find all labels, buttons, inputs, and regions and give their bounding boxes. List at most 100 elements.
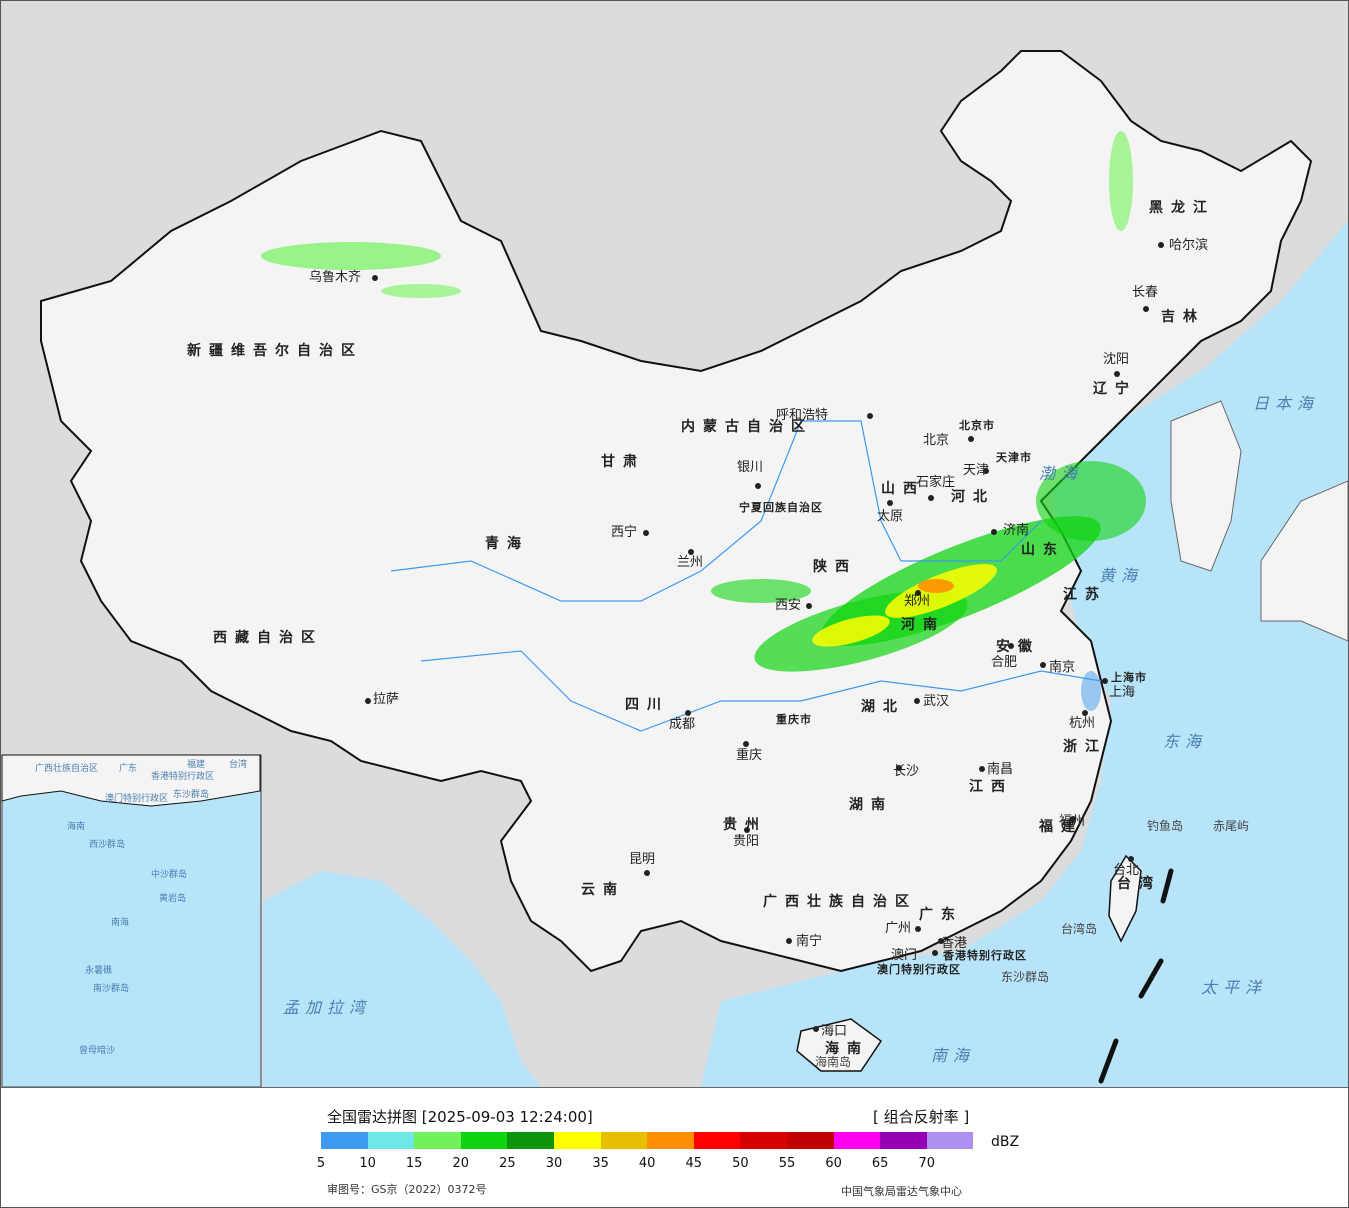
inset-label: 香港特别行政区 <box>151 770 214 782</box>
city-label: 武汉 <box>923 694 949 709</box>
province-label: 安徽 <box>996 638 1040 655</box>
city-dot <box>968 436 974 442</box>
south-china-sea-inset <box>1 754 262 1087</box>
color-swatch-10 <box>786 1132 834 1149</box>
taiwan-island <box>1108 854 1142 943</box>
city-label: 广州 <box>885 921 911 936</box>
city-dot <box>915 926 921 932</box>
province-label: 甘肃 <box>601 453 645 470</box>
echo-xinjiang-1 <box>261 242 441 270</box>
city-label: 天津 <box>963 463 989 478</box>
province-label: 台湾 <box>1117 875 1161 892</box>
inset-label: 福建 <box>187 758 205 770</box>
color-swatch-11 <box>833 1132 881 1149</box>
tick-label: 40 <box>638 1156 656 1171</box>
city-dot <box>1082 710 1088 716</box>
province-label: 吉林 <box>1161 308 1205 325</box>
color-swatch-12 <box>880 1132 927 1149</box>
city-label: 海口 <box>821 1024 847 1039</box>
tick-label: 45 <box>685 1156 703 1171</box>
city-label: 银川 <box>737 460 763 475</box>
color-scale-bar <box>321 1132 974 1149</box>
province-label: 贵州 <box>723 816 767 833</box>
echo-west-band <box>711 579 811 603</box>
city-dot <box>688 549 694 555</box>
province-label: 江西 <box>969 778 1013 795</box>
city-label: 北京 <box>923 433 949 448</box>
province-label: 青海 <box>485 535 529 552</box>
city-dot <box>1008 643 1014 649</box>
city-dot <box>932 950 938 956</box>
sea-label: 孟加拉湾 <box>283 998 371 1017</box>
city-dot <box>983 468 989 474</box>
echo-xinjiang-2 <box>381 284 461 298</box>
province-label: 湖南 <box>849 796 893 813</box>
city-dot <box>979 766 985 772</box>
tick-label: 35 <box>592 1156 609 1171</box>
city-dot <box>867 413 873 419</box>
rivers <box>390 420 1102 732</box>
city-label: 合肥 <box>991 655 1017 670</box>
bay-of-bengal-area <box>263 871 541 1087</box>
inset-label: 澳门特别行政区 <box>105 792 168 804</box>
tick-label: 25 <box>499 1156 516 1171</box>
province-label: 辽宁 <box>1093 380 1137 397</box>
color-swatch-6 <box>600 1132 648 1149</box>
island-label: 钓鱼岛 <box>1147 818 1183 833</box>
tick-label: 30 <box>545 1156 563 1171</box>
city-label: 澳门 <box>891 947 917 963</box>
city-label: 长春 <box>1132 285 1158 300</box>
city-label: 郑州 <box>904 594 930 609</box>
radar-echoes <box>261 131 1146 711</box>
city-label: 重庆 <box>736 747 762 763</box>
inset-label: 东沙群岛 <box>173 788 209 800</box>
city-label: 杭州 <box>1069 716 1095 731</box>
color-swatch-13 <box>926 1132 974 1149</box>
unit-label: dBZ <box>991 1134 1020 1150</box>
city-label: 南宁 <box>796 933 822 949</box>
color-swatch-7 <box>647 1132 694 1149</box>
province-label: 天津市 <box>996 450 1032 464</box>
province-label: 四川 <box>625 697 669 713</box>
color-swatch-0 <box>321 1132 368 1149</box>
province-label: 山西 <box>881 481 925 497</box>
legend-panel: 全国雷达拼图 [2025-09-03 12:24:00] [ 组合反射率 ] d… <box>1 1088 1348 1207</box>
province-label: 湖北 <box>861 699 905 715</box>
city-dot <box>1040 662 1046 668</box>
inset-label: 中沙群岛 <box>151 868 187 880</box>
legend-title: 全国雷达拼图 [2025-09-03 12:24:00] <box>327 1108 593 1126</box>
japan-islands <box>1260 480 1348 642</box>
city-dot <box>1070 816 1076 822</box>
echo-northeast <box>1109 131 1133 231</box>
hainan-island <box>796 1018 883 1072</box>
color-swatch-3 <box>460 1132 508 1149</box>
city-label: 香港 <box>941 936 967 951</box>
city-label: 南昌 <box>987 761 1013 777</box>
tick-label: 65 <box>871 1156 889 1171</box>
province-label: 新疆维吾尔自治区 <box>187 342 363 359</box>
inset-label: 曾母暗沙 <box>79 1044 115 1056</box>
sea-label: 南海 <box>931 1046 975 1065</box>
city-label: 济南 <box>1003 522 1029 538</box>
tick-label: 70 <box>918 1156 936 1171</box>
island-label: 海南岛 <box>815 1054 851 1069</box>
nine-dash-line <box>1098 868 1174 1084</box>
province-label: 黑龙江 <box>1149 199 1215 216</box>
data-source: 中国气象局雷达气象中心 <box>841 1185 962 1198</box>
city-label: 贵阳 <box>733 834 759 849</box>
province-label: 浙江 <box>1063 738 1107 755</box>
tick-label: 5 <box>316 1156 326 1171</box>
inset-label: 西沙群岛 <box>89 838 125 850</box>
inset-label: 海南 <box>67 820 85 832</box>
tick-label: 10 <box>359 1156 376 1171</box>
island-label: 台湾岛 <box>1061 921 1097 936</box>
city-label: 沈阳 <box>1103 352 1129 367</box>
province-label: 山东 <box>1021 541 1065 558</box>
city-dot <box>743 741 749 747</box>
city-dot <box>1102 678 1108 684</box>
sea-label: 渤海 <box>1039 464 1083 483</box>
city-dot <box>928 495 934 501</box>
sea-label: 东海 <box>1163 732 1207 751</box>
city-dot <box>786 938 792 944</box>
